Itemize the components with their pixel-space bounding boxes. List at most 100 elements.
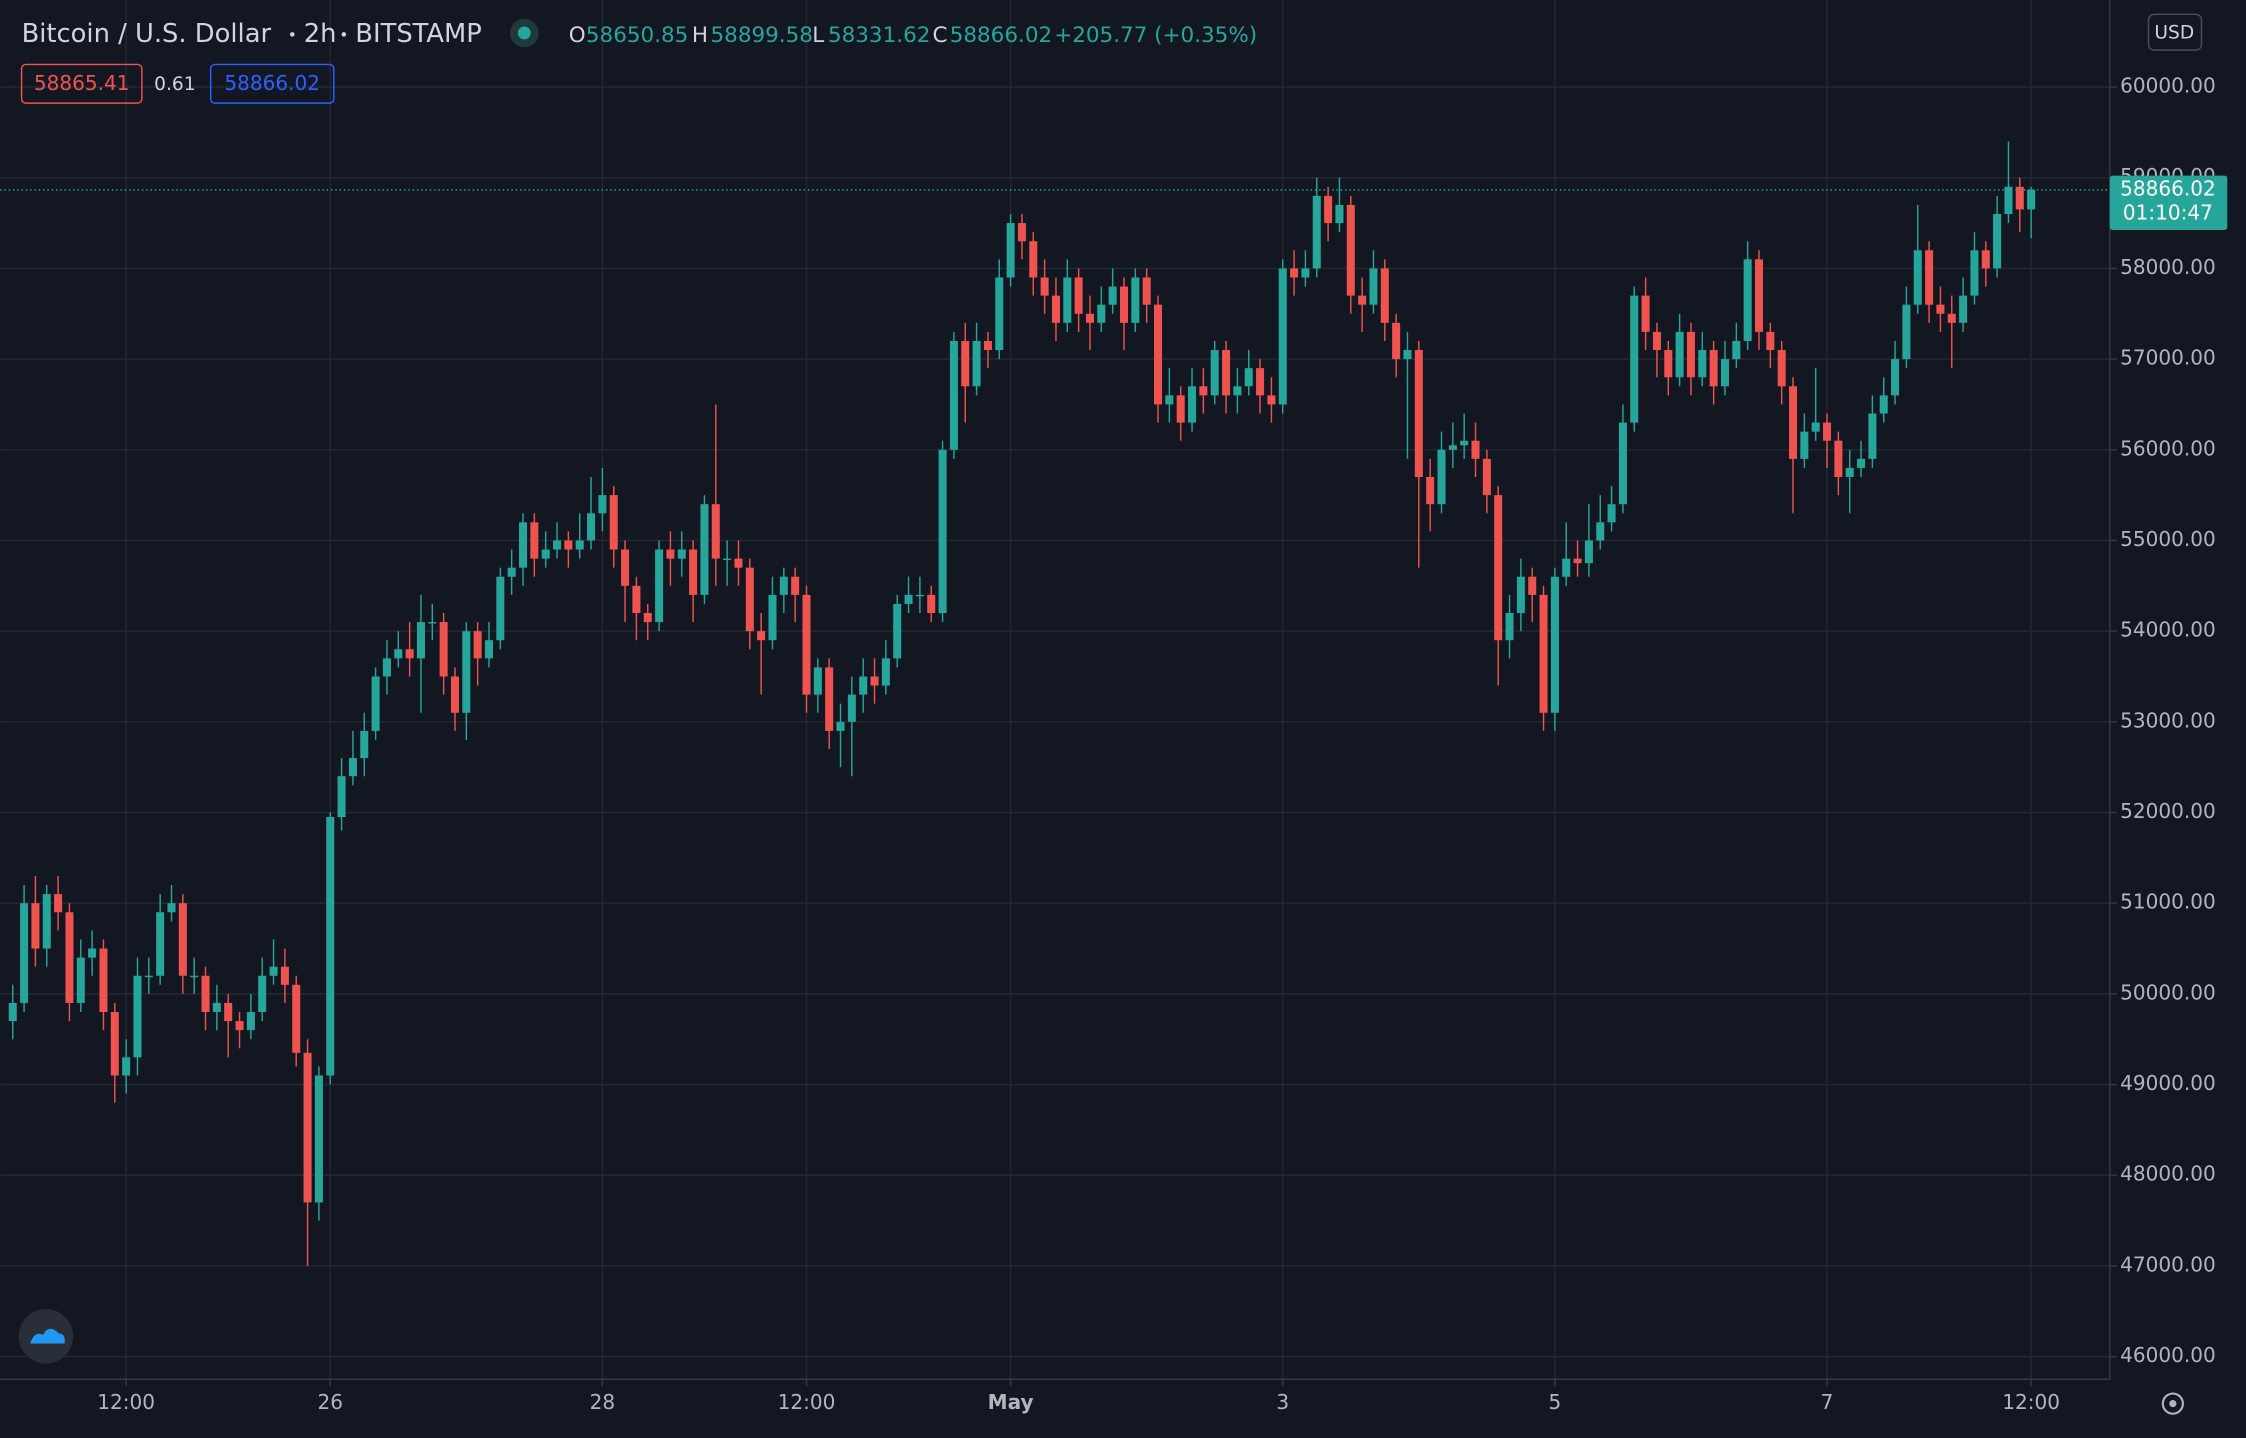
candle-body <box>2027 189 2036 210</box>
candle-body <box>42 894 51 949</box>
x-tick-label: 5 <box>1549 1390 1562 1414</box>
candle-body <box>1925 250 1934 305</box>
candle-body <box>961 340 970 387</box>
candle-body <box>1437 449 1446 505</box>
candle-body <box>1414 350 1423 477</box>
x-tick-label: 12:00 <box>2002 1390 2060 1414</box>
y-tick-label: 46000.00 <box>2120 1343 2216 1367</box>
candle-body <box>292 984 301 1053</box>
candle-body <box>734 558 743 568</box>
candle-body <box>348 758 357 777</box>
candle-body <box>1494 495 1503 641</box>
y-tick-label: 49000.00 <box>2120 1071 2216 1095</box>
candle-body <box>1290 268 1299 278</box>
currency[interactable]: USD <box>2154 22 2194 43</box>
candle-body <box>1244 368 1253 387</box>
candle-body <box>1199 386 1208 396</box>
candle-body <box>1970 250 1979 296</box>
candle-body <box>1823 422 1832 441</box>
candle-body <box>1085 313 1094 323</box>
candle-body <box>859 676 868 695</box>
candle-body <box>519 522 528 568</box>
candle-body <box>1131 277 1140 323</box>
candle-body <box>326 817 335 1076</box>
candle-body <box>133 975 142 1058</box>
candle-body <box>1584 540 1593 564</box>
candle-body <box>99 948 108 1013</box>
candle-body <box>416 622 425 659</box>
candle-body <box>1596 522 1605 541</box>
settings-icon[interactable] <box>2161 1392 2184 1415</box>
candle-body <box>1959 295 1968 323</box>
candle-body <box>280 966 289 985</box>
sell-box[interactable] <box>20 63 143 104</box>
candle-body <box>269 966 278 976</box>
x-tick-label: 12:00 <box>778 1390 836 1414</box>
candle-body <box>1324 195 1333 224</box>
candle-body <box>178 903 187 976</box>
candle-body <box>847 694 856 722</box>
exchange: BITSTAMP <box>355 19 482 49</box>
candle-body <box>1312 195 1321 269</box>
candle-body <box>144 975 153 978</box>
candle-body <box>1154 304 1163 405</box>
candle-body <box>1369 268 1378 305</box>
y-tick-label: 50000.00 <box>2120 980 2216 1004</box>
candle-body <box>190 975 199 978</box>
candle-body <box>258 975 267 1013</box>
candle-body <box>927 594 936 614</box>
candle-body <box>643 613 652 623</box>
candle-body <box>575 540 584 550</box>
candle-body <box>1528 576 1537 595</box>
candle-body <box>2015 186 2024 210</box>
candle-body <box>1913 250 1922 305</box>
candle-body <box>1868 413 1877 459</box>
currency-box[interactable] <box>2147 13 2203 51</box>
candle-body <box>700 504 709 595</box>
candle-body <box>836 721 845 731</box>
candle-body <box>1392 322 1401 360</box>
candle-body <box>1471 440 1480 459</box>
candle-body <box>1482 458 1491 496</box>
candle-body <box>1743 259 1752 341</box>
buy-box[interactable] <box>209 63 335 104</box>
candle-body <box>1278 268 1287 405</box>
candle-body <box>1981 250 1990 269</box>
candle-body <box>1777 350 1786 387</box>
ohlc-label: C <box>933 23 948 48</box>
candle-body <box>1936 304 1945 314</box>
candle-body <box>122 1057 131 1076</box>
symbol-title: Bitcoin / U.S. Dollar <box>22 19 272 49</box>
candle-body <box>1074 277 1083 314</box>
candle-body <box>1539 594 1548 713</box>
ask-price[interactable]: 58866.02 <box>224 71 320 95</box>
ohlc-value: 58331.62 <box>828 23 930 48</box>
x-tick-label: 3 <box>1276 1390 1289 1414</box>
candle-body <box>167 903 176 913</box>
separator <box>289 32 295 37</box>
candle-body <box>1346 204 1355 296</box>
x-tick-label: 26 <box>317 1390 343 1414</box>
logo-icon <box>30 1328 65 1344</box>
candle-body <box>1097 304 1106 323</box>
candle-body <box>1720 359 1729 387</box>
candle-body <box>1256 368 1265 396</box>
candle-body <box>1811 422 1820 432</box>
candle-body <box>813 667 822 695</box>
candle-body <box>1630 295 1639 423</box>
ohlc-value: 58866.02 <box>950 23 1052 48</box>
candle-body <box>1573 558 1582 564</box>
candle-body <box>632 585 641 614</box>
interval: 2h <box>304 19 337 49</box>
candle-body <box>1675 331 1684 378</box>
candle-body <box>371 676 380 731</box>
candle-body <box>768 594 777 641</box>
candle-body <box>1732 340 1741 360</box>
y-tick-label: 58000.00 <box>2120 255 2216 279</box>
bid-price[interactable]: 58865.41 <box>34 71 130 95</box>
candle-body <box>677 549 686 559</box>
candle-body <box>881 658 890 686</box>
candle-body <box>1165 395 1174 405</box>
candle-body <box>1845 467 1854 477</box>
